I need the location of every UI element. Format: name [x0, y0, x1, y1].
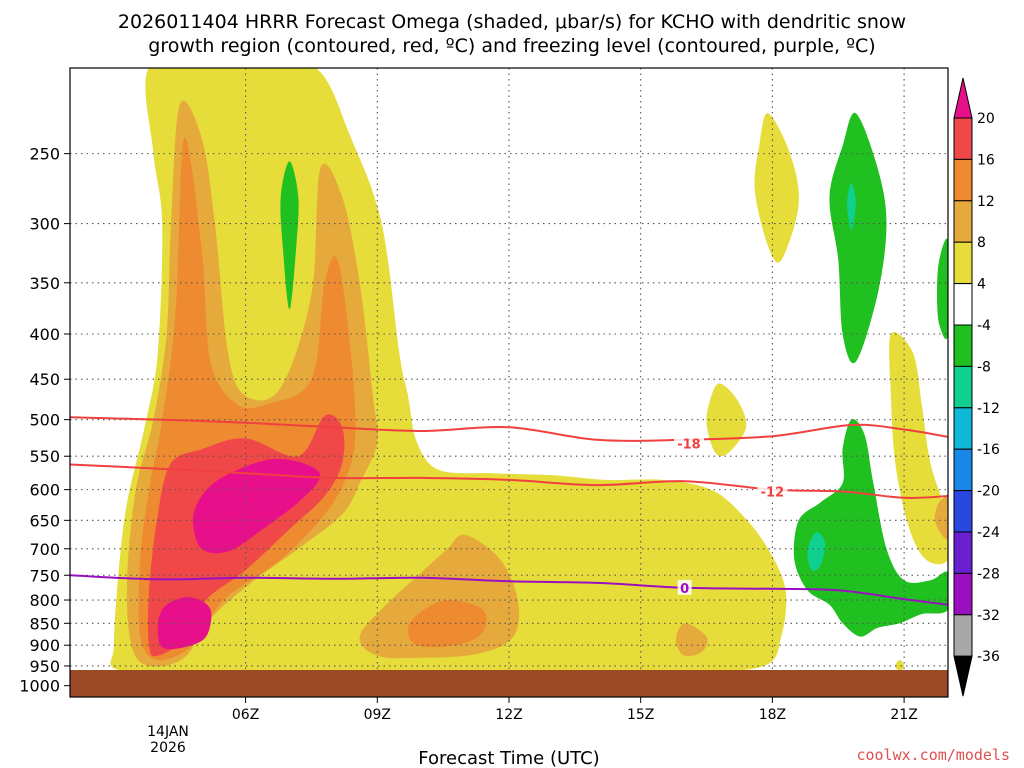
colorbar: 20 16 12 8 4 -4 -8 -12 -16 -20 -24 -28 -32 -36	[953, 77, 1000, 697]
omega-teal-19z	[807, 531, 826, 571]
colorbar-bin	[953, 324, 973, 367]
ytick-label-700: 700	[29, 540, 60, 559]
xtick-label-15Z: 15Z	[627, 707, 654, 723]
x-date-line-1: 14JAN	[147, 724, 189, 740]
omega-magenta-low	[157, 597, 212, 650]
xtick-label-12Z: 12Z	[495, 707, 522, 723]
colorbar-label: -4	[977, 318, 991, 334]
omega-yellow-21z	[889, 332, 948, 565]
ytick-label-800: 800	[29, 591, 60, 610]
ytick-label-900: 900	[29, 636, 60, 655]
omega-green-22z-aloft	[937, 238, 948, 340]
colorbar-label: -36	[977, 649, 1000, 665]
omega-orange-light-16z	[675, 623, 708, 657]
colorbar-bin	[953, 407, 973, 450]
ytick-label-750: 750	[29, 566, 60, 585]
x-date-line-2: 2026	[150, 740, 186, 756]
colorbar-bin	[953, 241, 973, 285]
plot-area: -18 -12 0	[70, 68, 948, 697]
colorbar-bin	[953, 572, 973, 616]
contour-label-bg	[757, 483, 788, 499]
ytick-label-300: 300	[29, 215, 60, 234]
contour-dgz--18	[70, 416, 948, 442]
omega-yellow-16z	[706, 383, 747, 457]
chart-title-line-2: growth region (contoured, red, ºC) and f…	[148, 35, 875, 57]
omega-teal-20z	[847, 183, 856, 230]
x-axis-label: Forecast Time (UTC)	[418, 748, 599, 768]
contour-dgz--12	[70, 463, 948, 499]
ytick-label-1000: 1000	[19, 677, 60, 696]
ytick-label-450: 450	[29, 370, 60, 389]
colorbar-label: -8	[977, 359, 991, 375]
colorbar-bin	[953, 614, 973, 657]
colorbar-label: -28	[977, 566, 1000, 582]
colorbar-label: 16	[977, 152, 995, 168]
omega-orange-10z	[407, 599, 487, 648]
colorbar-label: 20	[977, 111, 995, 127]
omega-green-07z	[280, 161, 299, 310]
colorbar-arrow-bottom	[953, 655, 973, 697]
contour-label-dgz--18: -18	[677, 437, 701, 452]
ytick-label-650: 650	[29, 511, 60, 530]
xtick-label-06Z: 06Z	[232, 707, 259, 723]
contour-freezing-0	[70, 574, 948, 606]
contour-label-bg	[677, 579, 692, 595]
colorbar-label: 4	[977, 277, 986, 293]
contour-label-freezing-0: 0	[680, 582, 689, 597]
colorbar-label: -32	[977, 608, 1000, 624]
xtick-label-21Z: 21Z	[890, 707, 917, 723]
colorbar-bin	[953, 448, 973, 492]
ytick-label-250: 250	[29, 145, 60, 164]
xtick-label-18Z: 18Z	[759, 707, 786, 723]
colorbar-label: -24	[977, 525, 1000, 541]
omega-green-19z-mid	[793, 419, 948, 637]
credit-link[interactable]: coolwx.com/models	[856, 746, 1010, 764]
omega-magenta-main	[192, 458, 321, 554]
colorbar-bin	[953, 117, 973, 160]
omega-yellow-18z-aloft	[754, 113, 799, 263]
ytick-label-500: 500	[29, 411, 60, 430]
colorbar-label: -12	[977, 401, 1000, 417]
colorbar-label: -20	[977, 484, 1000, 500]
contour-label-bg	[673, 435, 704, 451]
surface-terrain	[70, 670, 948, 697]
ytick-label-550: 550	[29, 447, 60, 466]
omega-orange-light-22z	[934, 496, 948, 540]
contour-label-dgz--12: -12	[761, 486, 785, 501]
ytick-label-600: 600	[29, 481, 60, 500]
ytick-label-950: 950	[29, 657, 60, 676]
colorbar-bin	[953, 200, 973, 243]
colorbar-bin	[953, 283, 973, 326]
ytick-label-400: 400	[29, 325, 60, 344]
chart-title-line-1: 2026011404 HRRR Forecast Omega (shaded, …	[118, 11, 906, 33]
xtick-label-09Z: 09Z	[364, 707, 391, 723]
colorbar-label: 8	[977, 235, 986, 251]
omega-yellow-21z-small	[895, 659, 905, 671]
colorbar-bin	[953, 531, 973, 574]
colorbar-bin	[953, 365, 973, 409]
colorbar-label: -16	[977, 442, 1000, 458]
colorbar-bin	[953, 158, 973, 202]
ytick-label-350: 350	[29, 274, 60, 293]
colorbar-arrow-top	[953, 77, 973, 119]
colorbar-label: 12	[977, 194, 995, 210]
omega-green-20z-aloft	[829, 112, 887, 364]
ytick-label-850: 850	[29, 614, 60, 633]
colorbar-bin	[953, 490, 973, 533]
